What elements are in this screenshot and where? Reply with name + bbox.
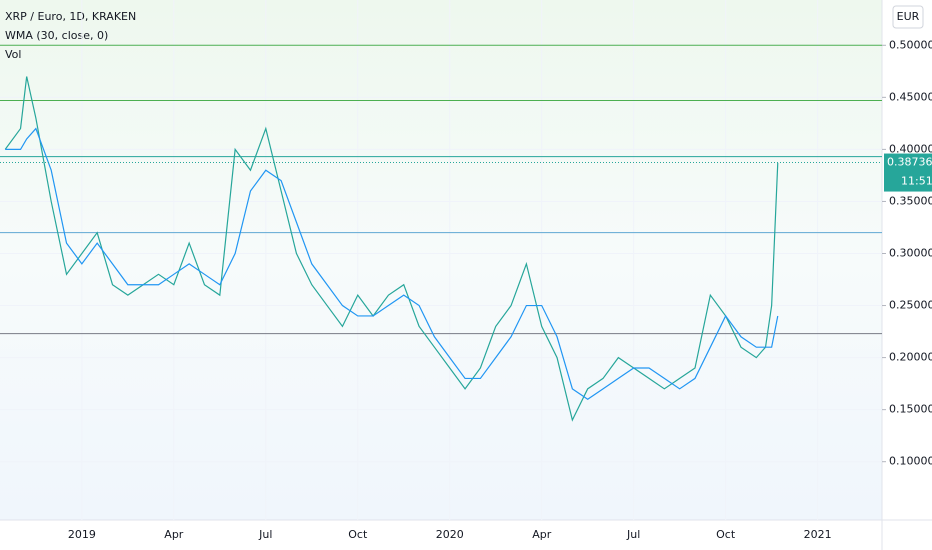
x-tick-label: Jul xyxy=(626,528,640,541)
last-price-label: 0.38736 xyxy=(887,156,932,169)
x-tick-label: Apr xyxy=(532,528,552,541)
y-tick-label: 0.15000 xyxy=(889,403,932,416)
volume-label: Vol xyxy=(5,48,21,61)
plot-background xyxy=(0,0,882,520)
last-price-box xyxy=(884,153,932,192)
currency-button[interactable] xyxy=(892,5,924,29)
chart-title: XRP / Euro, 1D, KRAKEN xyxy=(5,10,136,23)
y-tick-label: 0.45000 xyxy=(889,90,932,103)
y-tick-label: 0.20000 xyxy=(889,351,932,364)
indicator-label: WMA (30, close, 0) xyxy=(5,29,108,42)
y-tick-label: 0.30000 xyxy=(889,246,932,259)
price-line xyxy=(5,127,779,400)
y-tick-label: 0.40000 xyxy=(889,142,932,155)
x-tick-label: Jul xyxy=(258,528,272,541)
currency-label[interactable]: EUR xyxy=(897,10,920,23)
y-tick-label: 0.10000 xyxy=(889,455,932,468)
x-tick-label: Apr xyxy=(164,528,184,541)
x-tick-label: 2020 xyxy=(436,528,464,541)
x-tick-label: 2021 xyxy=(804,528,832,541)
x-tick-label: Oct xyxy=(348,528,368,541)
y-tick-label: 0.25000 xyxy=(889,299,932,312)
y-tick-label: 0.50000 xyxy=(889,38,932,51)
x-tick-label: Oct xyxy=(716,528,736,541)
countdown-label: 11:51 xyxy=(901,175,932,188)
x-tick-label: 2019 xyxy=(68,528,96,541)
price-line xyxy=(4,76,779,422)
y-tick-label: 0.35000 xyxy=(889,194,932,207)
